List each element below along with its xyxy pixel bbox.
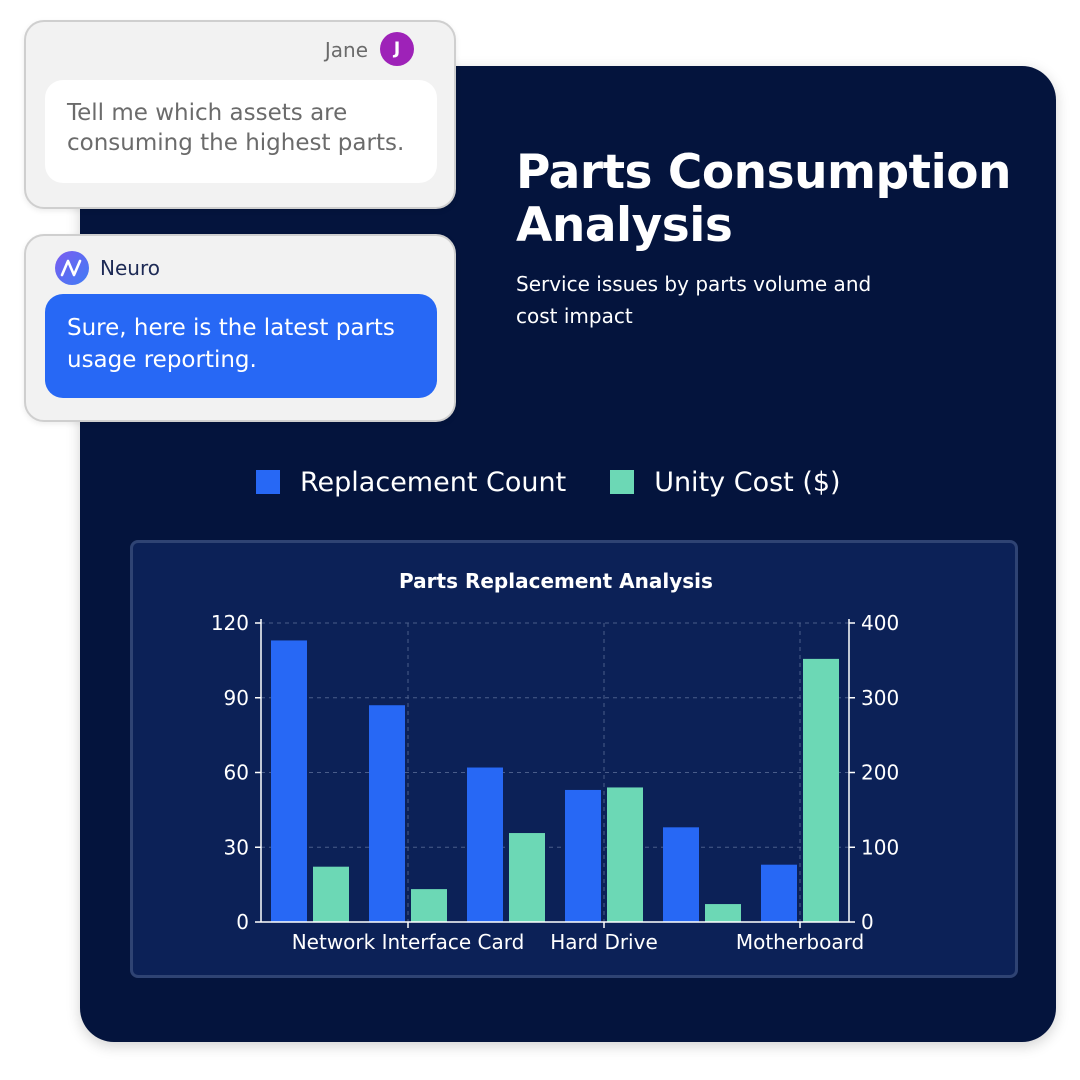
y-right-tick-label-400: 400 <box>861 611 899 635</box>
bar-replacement-count-3 <box>467 767 503 922</box>
page-subtitle: Service issues by parts volume and cost … <box>516 272 872 328</box>
legend-swatch-replacement-count <box>256 470 280 494</box>
legend-item-unity-cost: Unity Cost ($) <box>610 466 841 498</box>
y-left-tick-label-60: 60 <box>224 761 249 785</box>
user-chat-bubble: Jane J Tell me which assets are consumin… <box>24 20 456 209</box>
legend-label-unity-cost: Unity Cost ($) <box>654 466 841 498</box>
y-left-tick-label-90: 90 <box>224 686 249 710</box>
page-title: Parts Consumption Analysis <box>516 145 1012 253</box>
bar-unity-cost-1 <box>313 866 349 922</box>
bar-unity-cost-6 <box>803 658 839 922</box>
chart-container: Parts Replacement Analysis 0 30 60 90 120 0 100… <box>130 540 1018 978</box>
bar-replacement-count-2 <box>369 705 405 922</box>
legend-swatch-unity-cost <box>610 470 635 494</box>
bar-unity-cost-3 <box>509 833 545 922</box>
bot-message: Sure, here is the latest parts usage rep… <box>45 294 437 398</box>
y-left-tick-label-30: 30 <box>224 835 249 859</box>
legend-label-replacement-count: Replacement Count <box>300 466 567 498</box>
user-message: Tell me which assets are consuming the h… <box>45 80 437 183</box>
legend-item-replacement-count: Replacement Count <box>256 467 566 498</box>
x-tick-label-network-interface-card: Network Interface Card <box>292 930 525 954</box>
bar-replacement-count-1 <box>271 640 307 922</box>
bot-chat-bubble: Neuro Sure, here is the latest parts usa… <box>24 234 456 422</box>
bar-unity-cost-4 <box>607 787 643 922</box>
bar-unity-cost-2 <box>411 889 447 922</box>
bar-replacement-count-6 <box>761 864 797 922</box>
chart-legend: Replacement Count Unity Cost ($) <box>256 462 885 502</box>
bar-replacement-count-4 <box>565 789 601 922</box>
parts-replacement-chart: Parts Replacement Analysis 0 30 60 90 120 0 100… <box>211 569 899 954</box>
chart-title: Parts Replacement Analysis <box>399 569 713 593</box>
y-right-tick-label-100: 100 <box>861 835 899 859</box>
y-right-tick-label-300: 300 <box>861 686 899 710</box>
x-tick-label-hard-drive: Hard Drive <box>550 930 658 954</box>
y-left-tick-label-0: 0 <box>236 910 249 934</box>
y-right-tick-label-200: 200 <box>861 761 899 785</box>
bot-name: Neuro <box>100 256 160 280</box>
y-right-tick-label-0: 0 <box>861 910 874 934</box>
user-name: Jane <box>324 38 368 62</box>
bar-unity-cost-5 <box>705 904 741 922</box>
y-left-tick-label-120: 120 <box>211 611 249 635</box>
neuro-logo-icon <box>55 251 89 285</box>
bar-replacement-count-5 <box>663 827 699 922</box>
x-tick-label-motherboard: Motherboard <box>736 930 864 954</box>
user-avatar: J <box>380 32 414 66</box>
